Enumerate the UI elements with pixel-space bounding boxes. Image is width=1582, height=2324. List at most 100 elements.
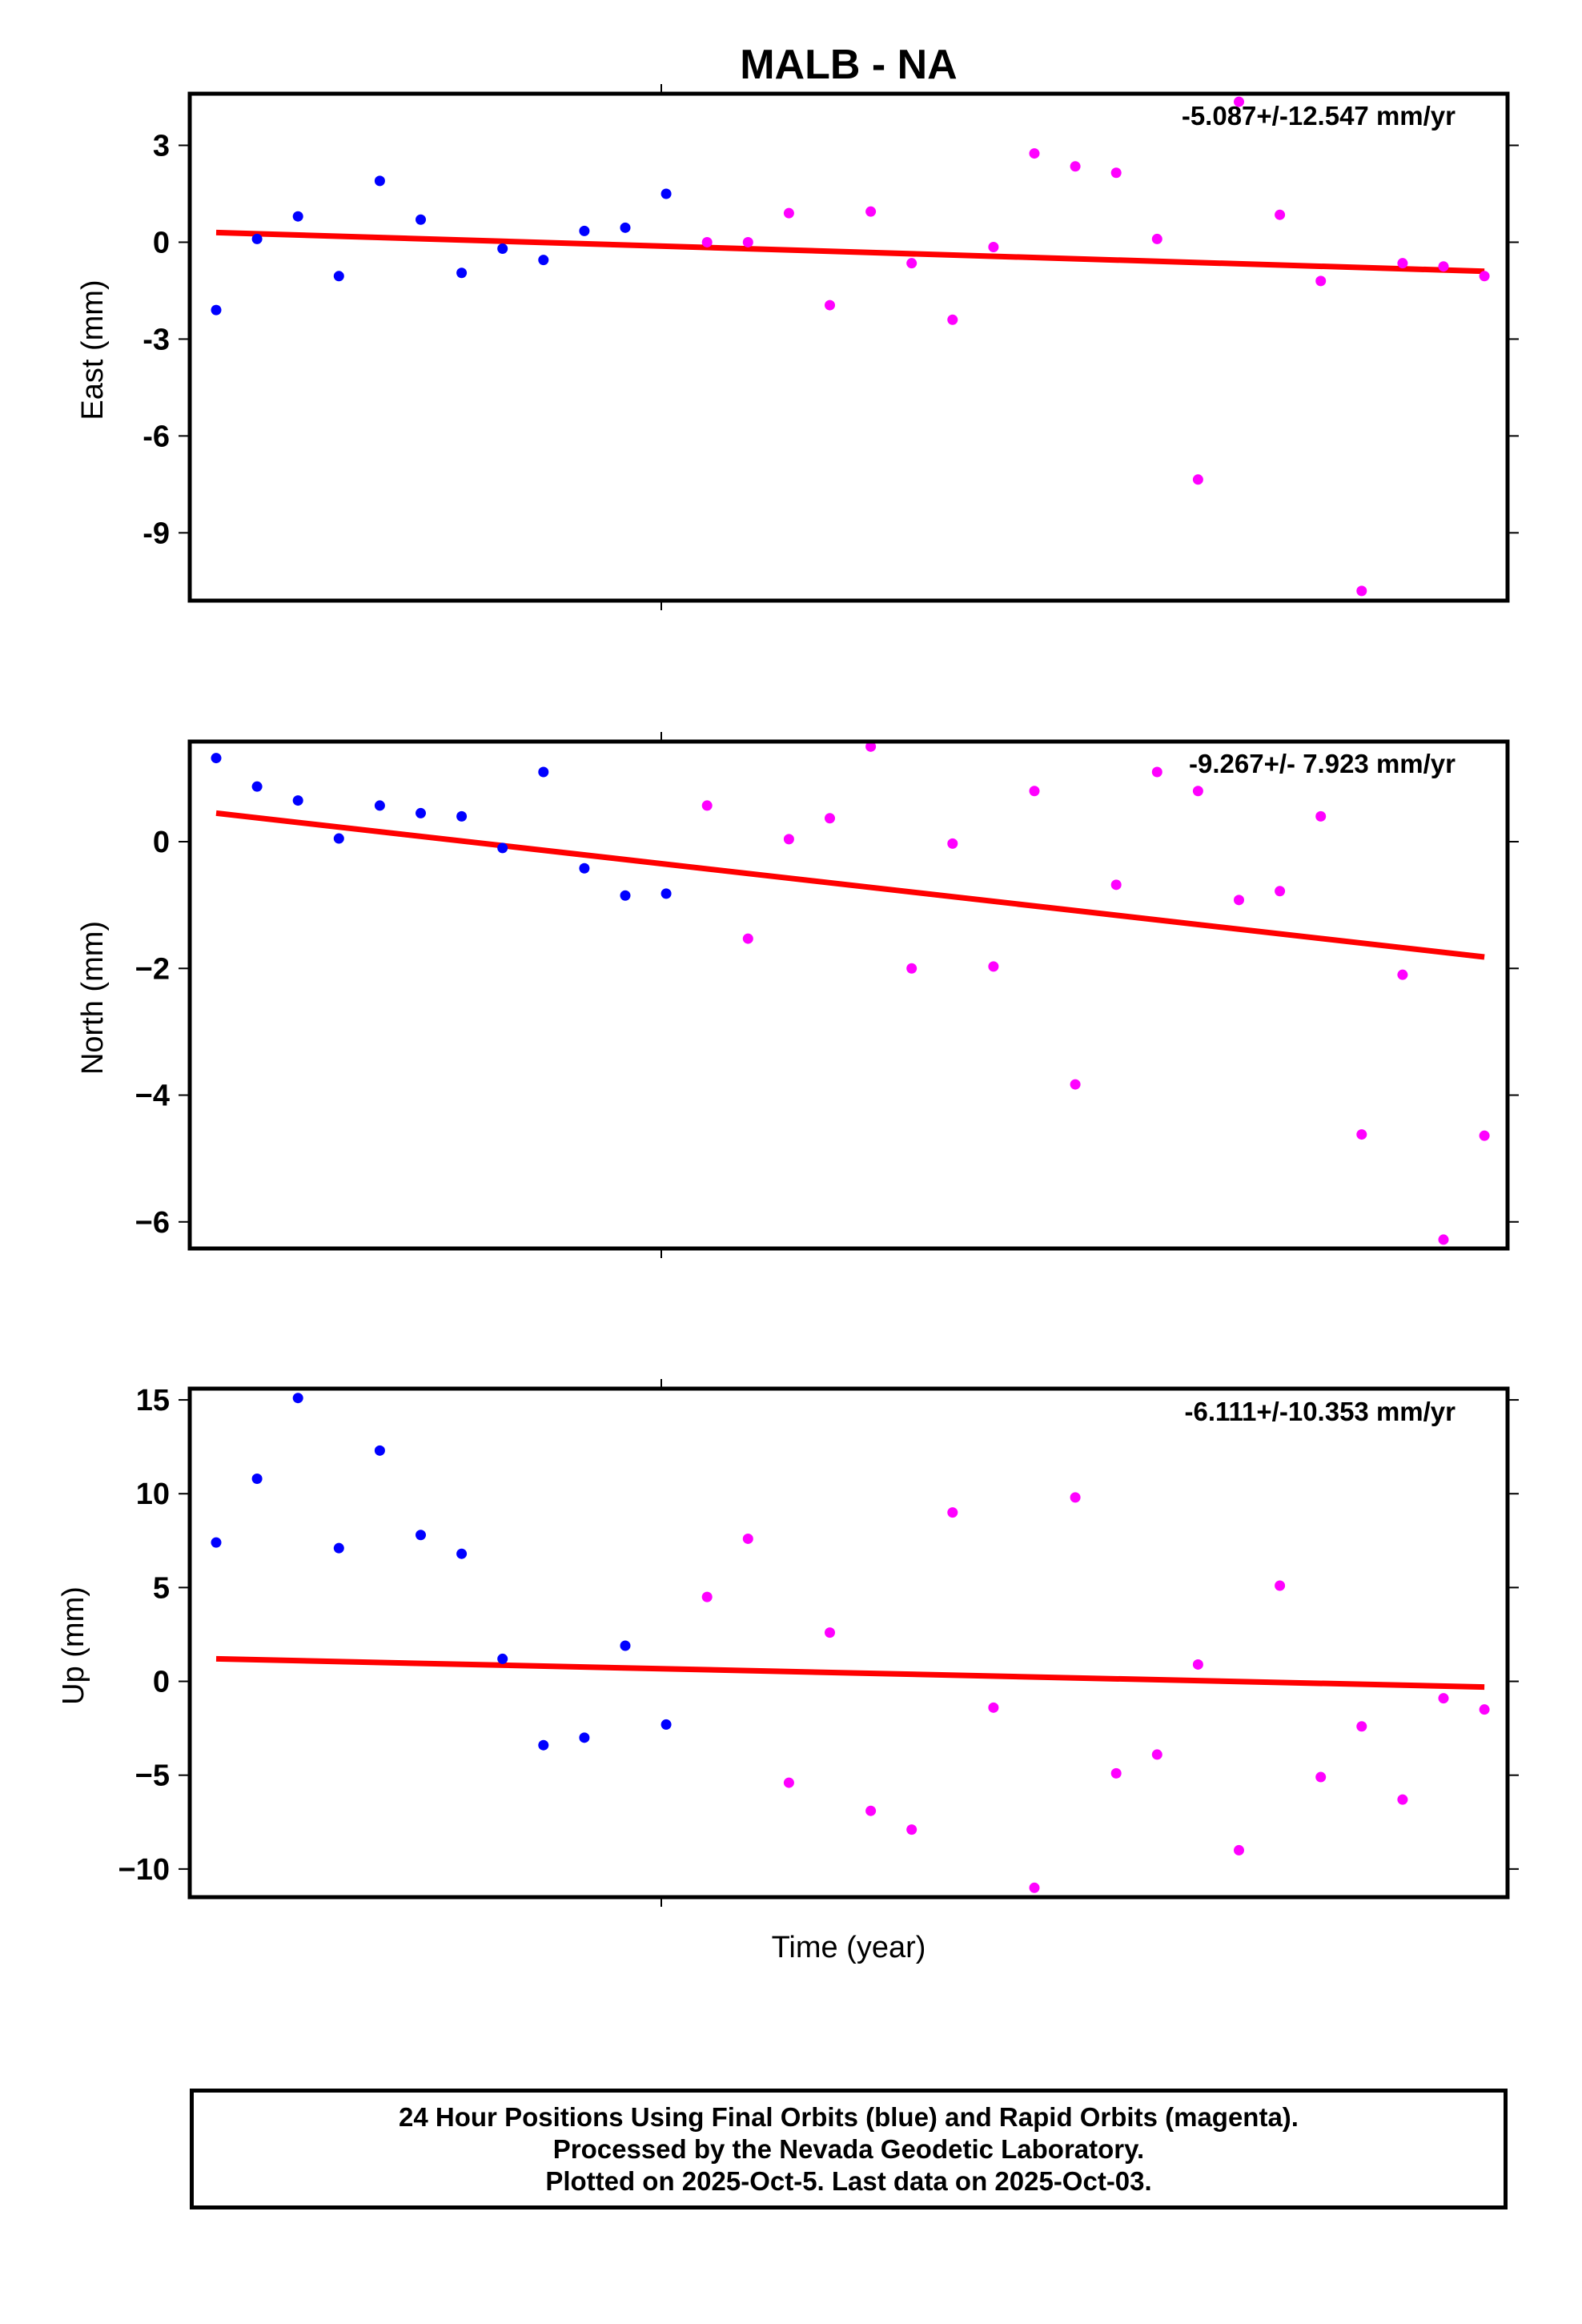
up-axis-label: Up (mm): [57, 1586, 90, 1705]
footer-line-1: 24 Hour Positions Using Final Orbits (bl…: [399, 2101, 1299, 2132]
up-rapid-point: [1110, 1767, 1122, 1779]
east-plot-frame: [187, 91, 1510, 603]
up-final-point: [211, 1537, 222, 1548]
north-ytick-label: −4: [135, 1080, 170, 1113]
up-ytick-label: 5: [153, 1571, 170, 1605]
up-final-point: [538, 1739, 549, 1751]
up-rate-label: -6.111+/-10.353 mm/yr: [1184, 1397, 1456, 1426]
east-ytick-label: -9: [143, 517, 170, 550]
up-rapid-point: [1438, 1693, 1449, 1704]
up-rapid-point: [865, 1805, 877, 1816]
east-final-point: [620, 222, 631, 233]
north-rapid-point: [906, 963, 917, 974]
up-final-point: [374, 1445, 385, 1456]
up-rapid-point: [1192, 1659, 1203, 1670]
north-final-point: [333, 833, 344, 844]
north-plot-frame: [187, 739, 1510, 1251]
east-rapid-point: [1070, 161, 1081, 172]
footer-caption-box: 24 Hour Positions Using Final Orbits (bl…: [190, 2089, 1508, 2209]
east-rapid-point: [1192, 474, 1203, 485]
up-ytick-label: 0: [153, 1666, 170, 1699]
north-rapid-point: [1275, 886, 1286, 897]
up-rapid-point: [906, 1824, 917, 1835]
up-rapid-point: [988, 1702, 999, 1713]
north-rapid-point: [1315, 810, 1327, 822]
north-final-point: [416, 807, 426, 818]
north-rapid-point: [1151, 766, 1162, 778]
east-rapid-point: [988, 242, 999, 253]
east-ytick-label: 3: [153, 130, 170, 163]
east-rapid-point: [825, 300, 835, 311]
up-rapid-point: [1029, 1882, 1040, 1893]
north-rapid-point: [701, 800, 713, 811]
north-panel: -9.267+/- 7.923 mm/yr North (mm) 0 −2 −4 −6: [76, 732, 1519, 1258]
up-final-point: [620, 1640, 631, 1651]
up-trend-line: [215, 1655, 1485, 1691]
north-rapid-point: [825, 813, 835, 824]
north-final-point: [497, 842, 508, 854]
up-rapid-point: [783, 1777, 794, 1788]
east-final-point: [416, 214, 426, 225]
east-panel: -5.087+/-12.547 mm/yr East (mm) 3 0 -3 -6 -9: [76, 84, 1519, 610]
north-final-point: [620, 890, 631, 901]
up-final-point: [661, 1719, 672, 1730]
chart-title: MALB - NA: [740, 42, 958, 88]
east-ytick-label: -3: [143, 323, 170, 356]
east-final-point: [211, 304, 222, 316]
east-rapid-point: [783, 207, 794, 219]
up-final-point: [333, 1542, 344, 1554]
east-final-point: [251, 233, 263, 244]
east-trend-line: [215, 229, 1485, 275]
up-rapid-point: [825, 1627, 835, 1638]
east-rapid-point: [701, 236, 713, 247]
up-ytick-label: −10: [118, 1853, 170, 1887]
east-axis-label: East (mm): [76, 279, 110, 420]
east-rapid-point: [1275, 209, 1286, 220]
north-final-point: [661, 888, 672, 899]
east-final-point: [579, 225, 590, 236]
east-rapid-point: [1479, 271, 1490, 282]
east-final-point: [333, 271, 344, 282]
north-rapid-point: [1438, 1234, 1449, 1245]
up-rapid-point: [742, 1533, 753, 1544]
north-ytick-label: 0: [153, 826, 170, 859]
north-trend-line: [215, 810, 1485, 960]
up-final-point: [497, 1653, 508, 1664]
up-ytick-label: 10: [136, 1478, 170, 1511]
east-ytick-label: -6: [143, 420, 170, 453]
east-final-point: [661, 188, 672, 199]
east-rapid-point: [1356, 585, 1367, 597]
north-final-point: [251, 781, 263, 792]
north-final-point: [538, 766, 549, 778]
east-final-point: [538, 255, 549, 266]
north-final-point: [579, 862, 590, 874]
up-rapid-point: [1151, 1749, 1162, 1760]
east-final-point: [374, 175, 385, 187]
footer-line-2: Processed by the Nevada Geodetic Laborat…: [552, 2133, 1145, 2164]
north-rapid-point: [1192, 786, 1203, 797]
east-rapid-point: [1397, 258, 1408, 269]
north-final-point: [211, 753, 222, 764]
up-ytick-label: 15: [136, 1384, 170, 1417]
east-rapid-point: [906, 258, 917, 269]
north-rapid-point: [783, 834, 794, 845]
east-rapid-point: [947, 314, 958, 325]
east-rate-label: -5.087+/-12.547 mm/yr: [1182, 101, 1456, 131]
north-rapid-point: [1029, 786, 1040, 797]
up-rapid-point: [1070, 1492, 1081, 1503]
north-rapid-point: [988, 961, 999, 972]
up-rapid-point: [1397, 1794, 1408, 1805]
up-rapid-point: [947, 1507, 958, 1518]
north-final-point: [292, 795, 303, 806]
east-rapid-point: [742, 236, 753, 247]
east-final-point: [292, 211, 303, 222]
north-rapid-point: [1070, 1079, 1081, 1090]
north-final-point: [374, 800, 385, 811]
east-final-point: [456, 267, 468, 279]
north-rapid-point: [1110, 879, 1122, 891]
east-rapid-point: [865, 206, 877, 217]
up-rapid-point: [1275, 1580, 1286, 1591]
east-final-point: [497, 243, 508, 255]
up-final-point: [579, 1732, 590, 1743]
